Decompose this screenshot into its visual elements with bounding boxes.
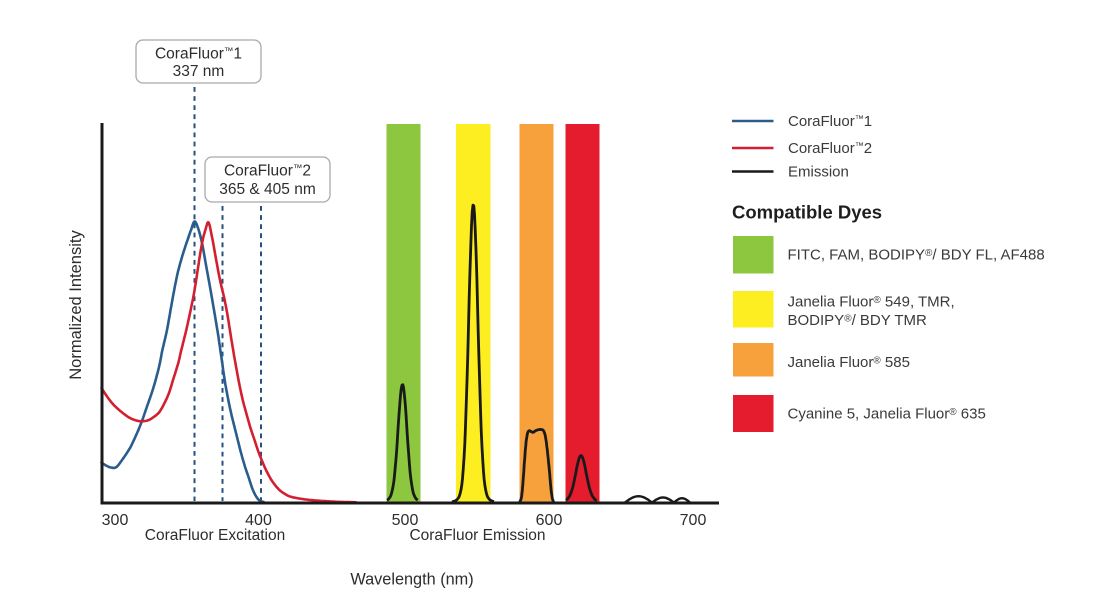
- svg-text:Emission: Emission: [788, 164, 849, 181]
- svg-text:CoraFluor™2: CoraFluor™2: [788, 140, 872, 157]
- svg-text:500: 500: [392, 512, 419, 529]
- svg-text:700: 700: [680, 512, 707, 529]
- svg-text:365 & 405 nm: 365 & 405 nm: [219, 181, 316, 198]
- svg-text:Wavelength (nm): Wavelength (nm): [350, 571, 473, 589]
- svg-text:337 nm: 337 nm: [173, 63, 225, 80]
- svg-text:FITC, FAM, BODIPY®​/ BDY FL, A: FITC, FAM, BODIPY®​/ BDY FL, AF488: [788, 247, 1045, 264]
- svg-text:Cyanine 5, Janelia Fluor®​ 635: Cyanine 5, Janelia Fluor®​ 635: [788, 406, 986, 423]
- svg-text:CoraFluor™1: CoraFluor™1: [155, 46, 242, 63]
- svg-text:400: 400: [245, 512, 272, 529]
- svg-text:300: 300: [102, 512, 129, 529]
- svg-text:CoraFluor Emission: CoraFluor Emission: [409, 527, 545, 544]
- svg-text:600: 600: [536, 512, 563, 529]
- svg-text:CoraFluor™1: CoraFluor™1: [788, 113, 872, 130]
- svg-text:CoraFluor™2: CoraFluor™2: [224, 163, 311, 180]
- svg-text:BODIPY®​/ BDY TMR: BODIPY®​/ BDY TMR: [788, 312, 928, 329]
- svg-text:Janelia Fluor®​ 585: Janelia Fluor®​ 585: [788, 354, 910, 371]
- svg-text:Normalized Intensity: Normalized Intensity: [67, 230, 85, 380]
- svg-text:Janelia Fluor®​ 549, TMR,: Janelia Fluor®​ 549, TMR,: [788, 294, 955, 311]
- svg-text:Compatible Dyes: Compatible Dyes: [732, 202, 882, 223]
- svg-text:CoraFluor Excitation: CoraFluor Excitation: [145, 527, 285, 544]
